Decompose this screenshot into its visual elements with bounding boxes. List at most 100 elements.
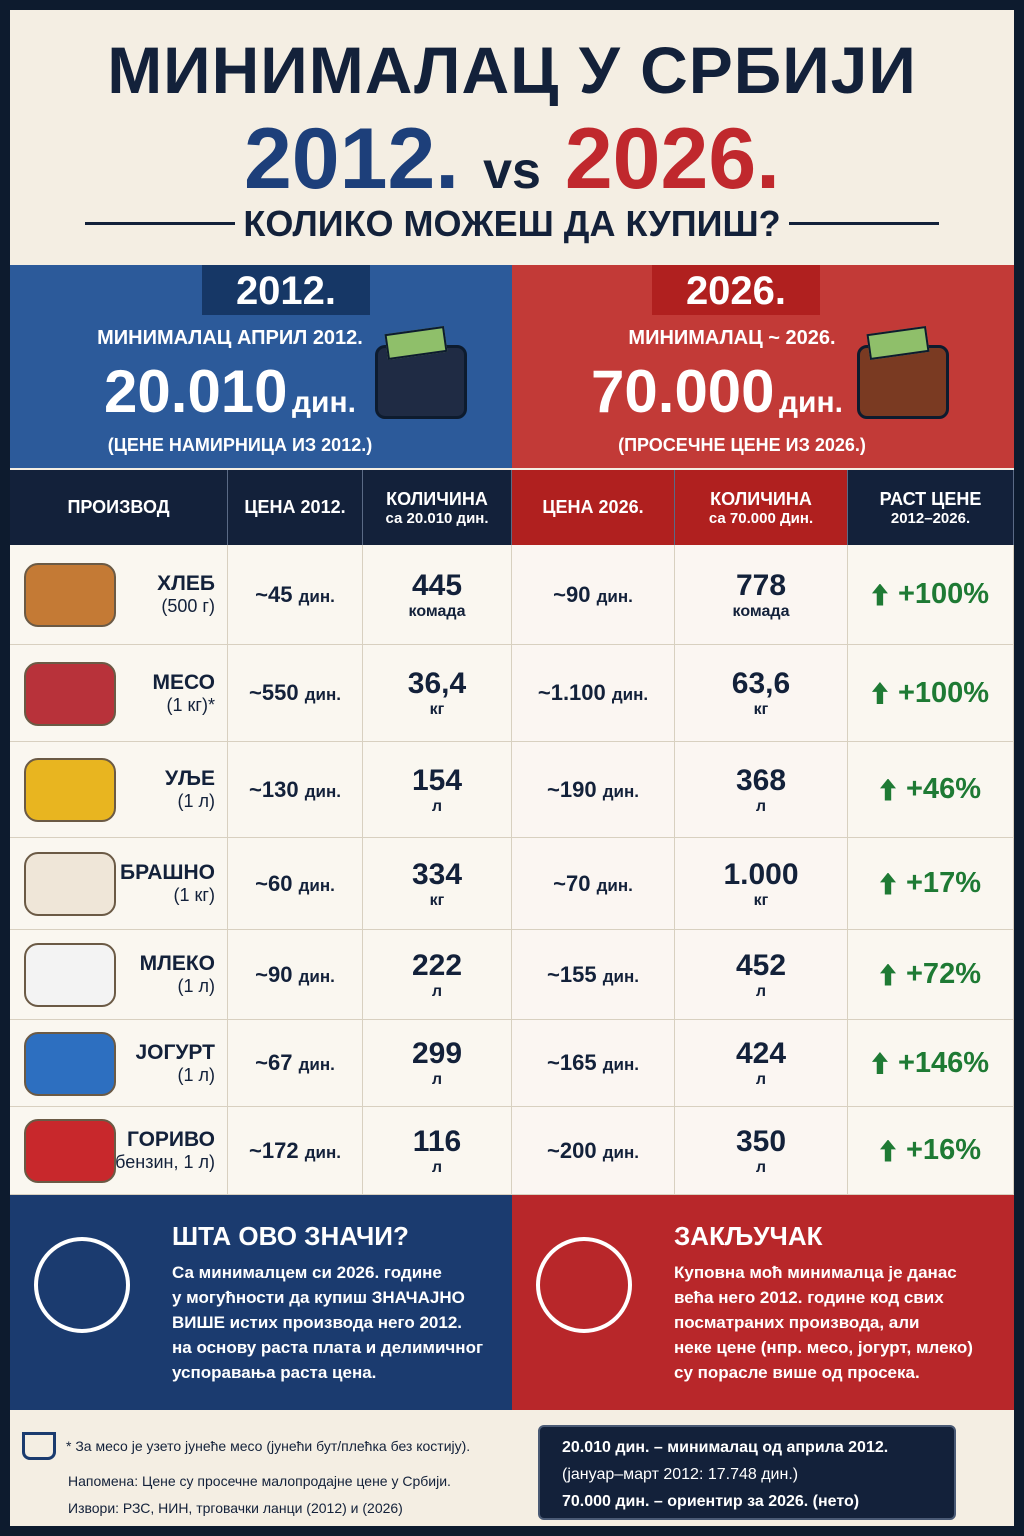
quantity: 350	[735, 1124, 787, 1158]
price-unit: дин.	[304, 685, 341, 704]
growth: +100%	[897, 578, 990, 610]
price-unit: дин.	[602, 1142, 639, 1162]
summary-icon	[34, 1237, 130, 1333]
product-name: МЕСО	[152, 670, 215, 694]
table-cell: ~67 дин.	[228, 1020, 363, 1107]
table-cell: 424 л	[675, 1020, 848, 1107]
table-cell: +72%	[848, 930, 1014, 1020]
price: ~90 дин.	[553, 582, 633, 608]
table-cell: 1.000 кг	[675, 838, 848, 930]
growth: +72%	[906, 958, 981, 990]
table-cell: ~130 дин.	[228, 742, 363, 838]
price-value: ~155	[547, 961, 597, 987]
panel-right: 2026. МИНИМАЛАЦ ~ 2026. 70.000 дин. (ПРОСЕЧ…	[512, 265, 1014, 468]
summary-left: ШТА ОВО ЗНАЧИ? Са минималцем си 2026. год…	[10, 1195, 512, 1410]
up-arrow	[880, 1139, 896, 1162]
table-cell: МЕСО (1 кг)*	[10, 645, 228, 742]
quantity-unit: л	[755, 1158, 767, 1176]
table-cell: ~165 дин.	[512, 1020, 675, 1107]
badge: 2026.	[652, 265, 820, 315]
up-arrow	[880, 872, 896, 895]
header-text: 2012–2026.	[890, 509, 971, 527]
table-cell: +100%	[848, 545, 1014, 645]
price: ~190 дин.	[547, 777, 639, 803]
price: ~130 дин.	[249, 777, 341, 803]
amount: 20.010	[104, 358, 288, 425]
table-cell: 350 л	[675, 1107, 848, 1195]
rule	[789, 222, 939, 225]
table-cell: ~172 дин.	[228, 1107, 363, 1195]
table-cell: 445 комада	[363, 545, 512, 645]
header-text: ЦЕНА 2026.	[542, 497, 644, 517]
price-value: ~90	[553, 581, 591, 607]
footer-note: Извори: РЗС, НИН, трговачки ланци (2012)…	[68, 1500, 403, 1516]
summary-line: Куповна моћ минималца је данас	[674, 1263, 957, 1282]
table-cell: +46%	[848, 742, 1014, 838]
table-cell: ~45 дин.	[228, 545, 363, 645]
wallet-icon	[857, 325, 949, 419]
table-cell: 452 л	[675, 930, 848, 1020]
up-arrow	[871, 583, 888, 606]
quantity-unit: кг	[429, 701, 445, 718]
table-cell: ~60 дин.	[228, 838, 363, 930]
summary-line: на основу раста плата и делимичног	[172, 1338, 484, 1357]
header-text: са 20.010 дин.	[385, 509, 489, 527]
quantity: 368	[735, 763, 787, 797]
vs: vs	[483, 142, 541, 200]
table-cell: ~200 дин.	[512, 1107, 675, 1195]
table-cell: 334 кг	[363, 838, 512, 930]
year-right: 2026.	[564, 111, 781, 207]
quantity-unit: л	[755, 1071, 767, 1088]
amount-row: 20.010 дин.	[80, 357, 380, 426]
table-cell: +17%	[848, 838, 1014, 930]
footer-box-line: 20.010 дин. – минималац од априла 2012.	[562, 1439, 889, 1456]
quantity: 1.000	[723, 857, 799, 891]
product-icon	[24, 758, 116, 822]
product-icon	[24, 661, 116, 726]
summary-line: посматраних производа, али	[674, 1313, 920, 1332]
price-unit: дин.	[298, 1055, 335, 1074]
amount-unit: дин.	[292, 386, 356, 419]
table-cell: ~1.100 дин.	[512, 645, 675, 742]
product-icon	[24, 852, 116, 916]
table-cell: +100%	[848, 645, 1014, 742]
table-cell: БРАШНО (1 кг)	[10, 838, 228, 930]
header-text: КОЛИЧИНА	[710, 488, 812, 509]
price-value: ~190	[547, 776, 597, 802]
minimum-label: МИНИМАЛАЦ АПРИЛ 2012.	[97, 327, 363, 349]
price: ~60 дин.	[255, 871, 335, 897]
table-cell: +146%	[848, 1020, 1014, 1107]
amount-unit: дин.	[779, 386, 843, 419]
table-cell: 299 л	[363, 1020, 512, 1107]
quantity-unit: л	[431, 797, 443, 815]
years: 2012. vs 2026.	[10, 110, 1014, 209]
table-header: КОЛИЧИНА са 20.010 дин.	[363, 470, 512, 545]
product-detail: (1 л)	[177, 976, 215, 996]
price-unit: дин.	[304, 781, 341, 801]
header-text: РАСТ ЦЕНЕ	[879, 488, 982, 509]
up-arrow	[880, 963, 896, 986]
rule	[85, 222, 235, 225]
price: ~90 дин.	[255, 962, 335, 988]
summary-line: у могућности да купиш ЗНАЧАЈНО	[172, 1288, 465, 1307]
growth: +146%	[897, 1046, 990, 1079]
table-cell: 36,4 кг	[363, 645, 512, 742]
quantity-unit: л	[755, 982, 767, 1000]
badge: 2012.	[202, 265, 370, 315]
price: ~172 дин.	[249, 1138, 341, 1164]
table-header: КОЛИЧИНА са 70.000 Дин.	[675, 470, 848, 545]
summary-line: неке цене (нпр. месо, јогурт, млеко)	[674, 1338, 973, 1357]
header-text: са 70.000 Дин.	[708, 509, 814, 527]
table-cell: ~90 дин.	[512, 545, 675, 645]
product-name: УЉЕ	[164, 767, 215, 790]
wallet-icon	[375, 325, 467, 419]
growth: +17%	[906, 867, 981, 899]
price-value: ~200	[547, 1137, 597, 1163]
year-left: 2012.	[243, 111, 460, 207]
summary-title: ЗАКЉУЧАК	[674, 1221, 823, 1251]
quantity: 299	[411, 1037, 463, 1070]
quantity-unit: комада	[408, 602, 466, 620]
price-value: ~60	[255, 870, 293, 896]
product-detail: (1 кг)*	[166, 694, 215, 715]
table-cell: 63,6 кг	[675, 645, 848, 742]
